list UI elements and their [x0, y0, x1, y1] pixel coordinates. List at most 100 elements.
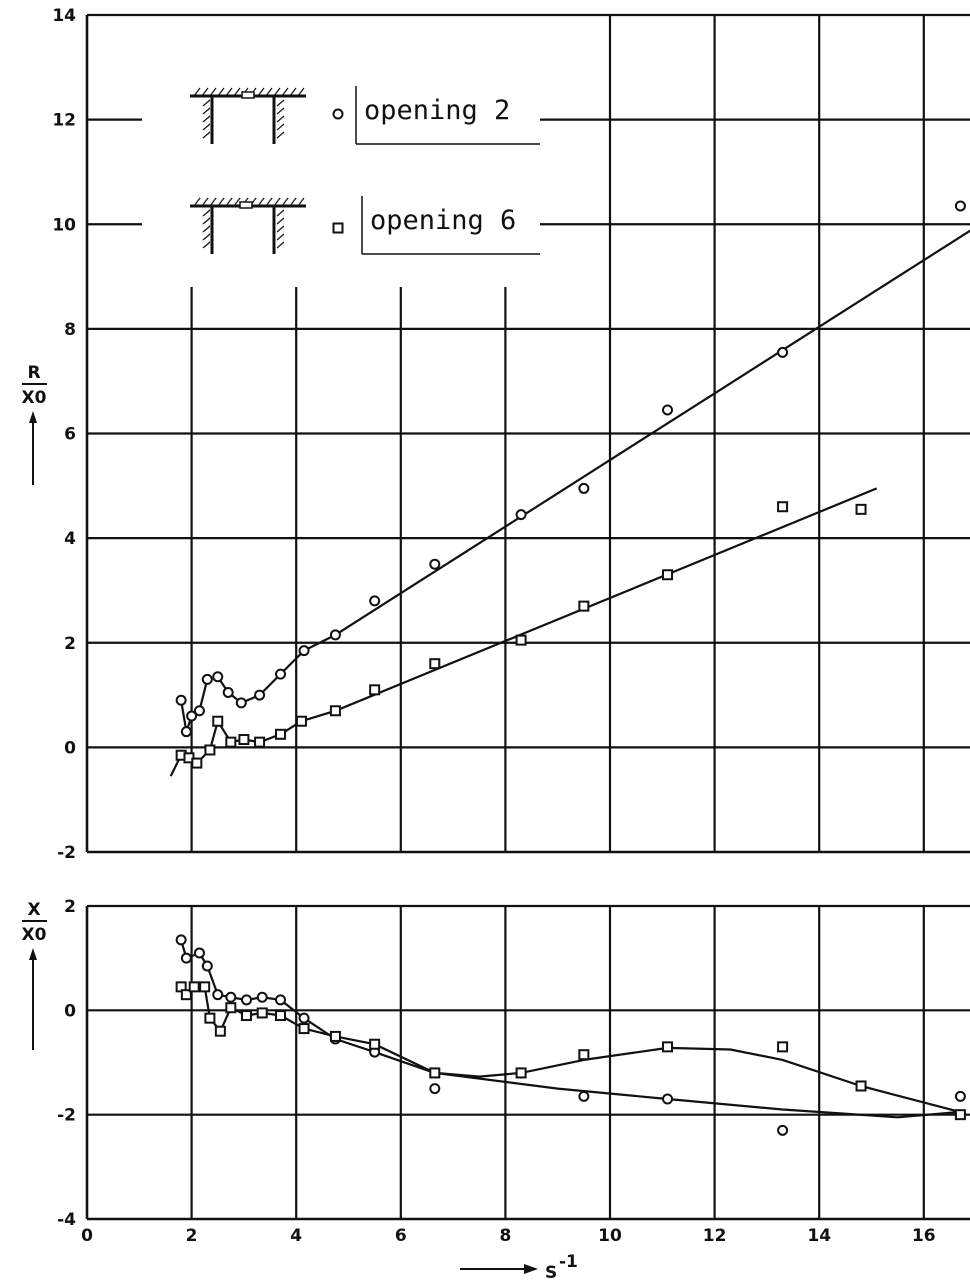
icon-hatch [202, 123, 211, 131]
icon-hatch [193, 87, 201, 97]
icon-hatch [276, 123, 285, 131]
icon-hatch [202, 99, 211, 107]
data-point-circle [222, 686, 234, 698]
data-point-circle [275, 994, 287, 1006]
data-point-square [662, 569, 674, 581]
icon-hatch [233, 87, 241, 97]
data-point-circle [256, 991, 268, 1003]
icon-hatch [276, 209, 285, 217]
data-point-circle [578, 1090, 590, 1102]
icon-hatch [297, 197, 305, 207]
data-point-square [369, 1038, 381, 1050]
icon-hatch [276, 217, 285, 225]
data-point-circle [954, 1090, 966, 1102]
gridlines [85, 904, 970, 1221]
data-point-square [855, 503, 867, 515]
data-point-square [275, 1010, 287, 1022]
data-point-square [578, 600, 590, 612]
icon-hatch [217, 87, 225, 97]
x-tick-label: 12 [703, 1226, 727, 1246]
data-point-square [662, 1041, 674, 1053]
data-point-square [369, 684, 381, 696]
y-label-denominator: X0 [22, 388, 47, 408]
data-point-circle [429, 558, 441, 570]
data-point-circle [777, 1124, 789, 1136]
x-tick-label: 6 [395, 1226, 407, 1246]
icon-hatch [276, 225, 285, 233]
data-point-square [515, 634, 527, 646]
data-point-circle [954, 200, 966, 212]
icon-hatch [276, 241, 285, 249]
icon-hatch [276, 99, 285, 107]
circle-fit-line [180, 939, 958, 1119]
icon-hatch [276, 115, 285, 123]
x-tick-label: 10 [598, 1226, 622, 1246]
y-tick-label: 8 [64, 320, 76, 340]
axis-labels: R X0 X X0 S-1 [22, 363, 578, 1283]
data-point-square [254, 736, 266, 748]
legend: opening 2 opening 6 [190, 86, 540, 255]
data-point-circle [180, 726, 192, 738]
circle-series [175, 200, 970, 738]
legend-marker-circle [332, 108, 344, 120]
data-point-circle [662, 404, 674, 416]
data-point-circle [515, 509, 527, 521]
icon-hatch [201, 87, 209, 97]
y-tick-label: 2 [64, 897, 76, 917]
x-tick-label: 14 [807, 1226, 831, 1246]
y-label-arrowhead [29, 411, 37, 423]
data-point-square [855, 1080, 867, 1092]
icon-hatch [289, 197, 297, 207]
bottom-panel: -4 -2 0 2 0 2 4 6 8 10 12 14 16 [57, 897, 970, 1246]
data-point-square [212, 715, 224, 727]
data-point-square [188, 981, 200, 993]
y-label-numerator: R [27, 363, 40, 383]
x-tick-label: 0 [81, 1226, 93, 1246]
data-point-square [214, 1025, 226, 1037]
data-point-square [515, 1067, 527, 1079]
icon-hatch [202, 233, 211, 241]
data-point-square [191, 757, 203, 769]
icon-hatch [257, 87, 265, 97]
data-point-circle [329, 629, 341, 641]
data-point-square [954, 1109, 966, 1121]
data-point-square [329, 705, 341, 717]
icon-hatch [202, 225, 211, 233]
data-point-square [429, 658, 441, 670]
square-series [175, 981, 966, 1121]
data-point-circle [193, 705, 205, 717]
icon-hatch [202, 107, 211, 115]
y-tick-label: 4 [64, 529, 76, 549]
data-point-square [225, 736, 237, 748]
y-tick-label: 0 [64, 1001, 76, 1021]
data-point-circle [180, 952, 192, 964]
y-tick-label: 0 [64, 738, 76, 758]
data-point-circle [186, 710, 198, 722]
data-point-circle [298, 1012, 310, 1024]
icon-hatch [193, 197, 201, 207]
y-tick-label: 14 [52, 6, 76, 26]
data-point-square [295, 715, 307, 727]
data-point-square [777, 1041, 789, 1053]
y-tick-label: 2 [64, 634, 76, 654]
icon-hatch [217, 197, 225, 207]
data-point-circle [254, 689, 266, 701]
data-point-circle [212, 671, 224, 683]
y-tick-label: -4 [57, 1210, 76, 1230]
circle-series [175, 934, 966, 1136]
icon-hatch [233, 197, 241, 207]
icon-hatch [276, 131, 285, 139]
cross-section-icon [190, 197, 306, 254]
square-fit-line [180, 985, 961, 1114]
icon-hatch [273, 197, 281, 207]
data-point-circle [275, 668, 287, 680]
legend-label: opening 6 [370, 205, 516, 236]
x-label-arrowhead [524, 1264, 538, 1274]
y-label-denominator: X0 [22, 925, 47, 945]
data-point-circle [578, 482, 590, 494]
data-point-circle [369, 595, 381, 607]
square-series [169, 487, 878, 777]
x-tick-label: 16 [912, 1226, 936, 1246]
data-point-square [241, 1010, 253, 1022]
icon-hatch [209, 87, 217, 97]
